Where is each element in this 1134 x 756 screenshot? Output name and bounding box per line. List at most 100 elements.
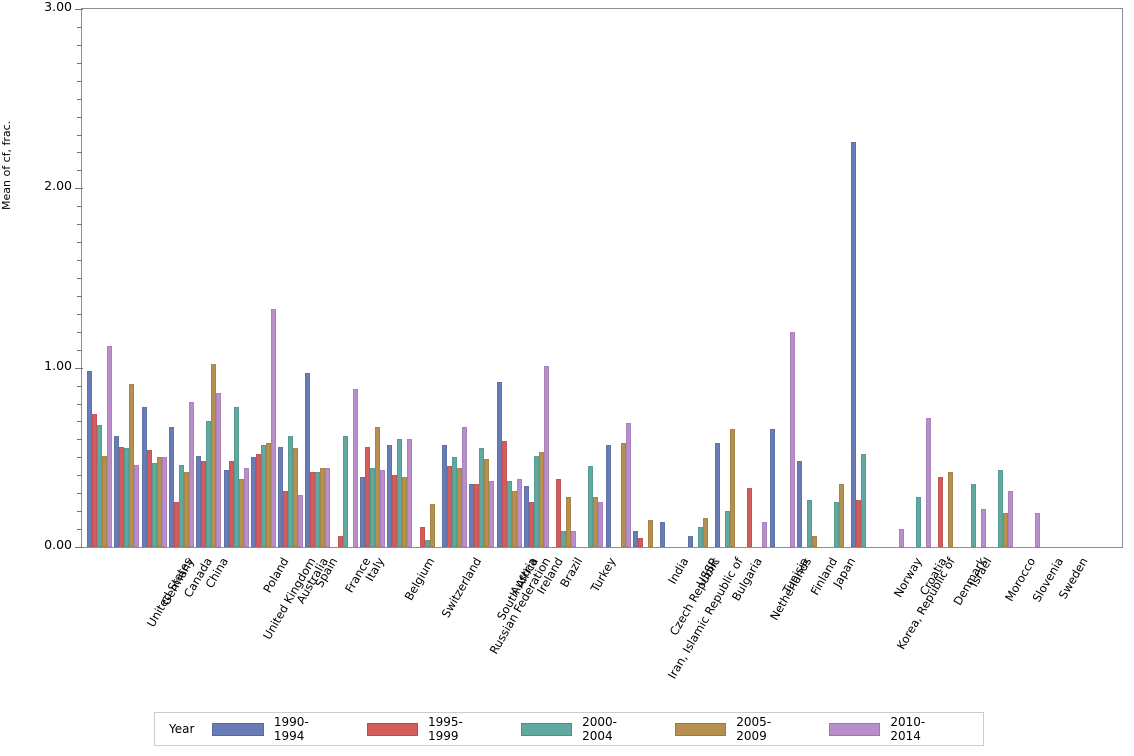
y-axis-minor-tick [77, 439, 82, 441]
y-axis-minor-tick [77, 206, 82, 208]
bar [806, 500, 812, 547]
y-axis-minor-tick [77, 44, 82, 46]
bar [687, 536, 693, 547]
bar [278, 446, 284, 547]
bar [325, 468, 331, 547]
y-axis-title: Mean of cf, frac. [0, 120, 13, 210]
legend-item[interactable]: 1995-1999 [366, 715, 493, 743]
y-axis-minor-tick [77, 313, 82, 315]
bar [697, 527, 703, 547]
bar [315, 471, 321, 547]
bar [134, 464, 140, 547]
bar [146, 450, 152, 547]
bar [97, 425, 102, 547]
bar [141, 407, 147, 547]
bar [228, 460, 234, 547]
bar [948, 471, 954, 547]
bar [387, 444, 393, 547]
bar [811, 536, 817, 547]
bar [173, 502, 179, 547]
bar [638, 538, 643, 547]
bar [310, 471, 316, 547]
bar [342, 435, 348, 547]
bar [456, 468, 462, 547]
legend-swatch [212, 722, 264, 736]
x-axis-tick-label: Turkey [587, 555, 619, 595]
bar [402, 477, 408, 547]
legend-label: 2010-2014 [890, 715, 926, 743]
bar [970, 484, 976, 547]
bar [1035, 512, 1041, 547]
bar [397, 439, 403, 547]
bar [605, 444, 611, 547]
bar [424, 539, 430, 547]
bar [407, 439, 413, 547]
bar [926, 417, 931, 547]
bar [834, 502, 840, 547]
legend-item[interactable]: 2005-2009 [674, 715, 801, 743]
legend-label: 1990-1994 [273, 715, 309, 743]
bar [305, 373, 311, 547]
bar [660, 521, 666, 547]
y-axis-minor-tick [77, 295, 82, 297]
bar [571, 530, 577, 547]
y-axis-tick-label: 3.00 [44, 0, 72, 14]
legend-label: 2005-2009 [736, 715, 772, 743]
bar [233, 407, 239, 547]
y-axis-minor-tick [77, 403, 82, 405]
bar [479, 448, 485, 547]
bar [320, 468, 326, 547]
bar [898, 529, 904, 547]
bar [380, 469, 385, 547]
y-axis-minor-tick [77, 224, 82, 226]
bar [270, 308, 276, 547]
bar [1002, 512, 1008, 547]
y-axis-minor-tick [77, 349, 82, 351]
bar [188, 401, 194, 547]
bar [441, 444, 447, 547]
bar [489, 480, 495, 547]
y-axis-minor-tick [77, 331, 82, 333]
bar [724, 511, 730, 547]
bar [223, 469, 229, 547]
bar [119, 446, 125, 547]
x-axis-tick-label: India [664, 555, 691, 587]
legend-swatch [520, 722, 573, 736]
bar [102, 455, 107, 547]
y-axis-minor-tick [77, 116, 82, 118]
bar [516, 478, 522, 547]
y-axis-minor-tick [77, 529, 82, 531]
bar [360, 477, 365, 547]
bar [861, 453, 867, 547]
x-axis-tick-label: Belgium [401, 555, 437, 603]
legend-item[interactable]: 1990-1994 [212, 715, 338, 743]
bar [729, 428, 735, 547]
x-axis-tick-label: Switzerland [438, 555, 485, 621]
y-axis-minor-tick [77, 62, 82, 64]
bar [561, 530, 567, 547]
y-axis-minor-tick [77, 242, 82, 244]
bar [352, 389, 358, 547]
bar [851, 141, 857, 547]
bar [588, 466, 594, 547]
bar [528, 502, 534, 547]
bar [566, 496, 572, 547]
y-axis-major-tick [75, 367, 83, 369]
bar [255, 453, 261, 547]
legend-label: 2000-2004 [582, 715, 617, 743]
bar [451, 457, 457, 547]
bar [714, 443, 720, 547]
bar [938, 477, 944, 547]
bar [496, 382, 502, 547]
legend-item[interactable]: 2000-2004 [520, 715, 647, 743]
bar [796, 460, 802, 547]
legend-item[interactable]: 2010-2014 [828, 715, 955, 743]
bar [856, 500, 862, 547]
y-axis-minor-tick [77, 134, 82, 136]
bar [620, 443, 626, 547]
bar [392, 475, 398, 547]
bar [206, 421, 212, 547]
bar [298, 495, 304, 547]
y-axis-tick-label: 0.00 [44, 537, 72, 552]
legend-title: Year [169, 722, 195, 736]
